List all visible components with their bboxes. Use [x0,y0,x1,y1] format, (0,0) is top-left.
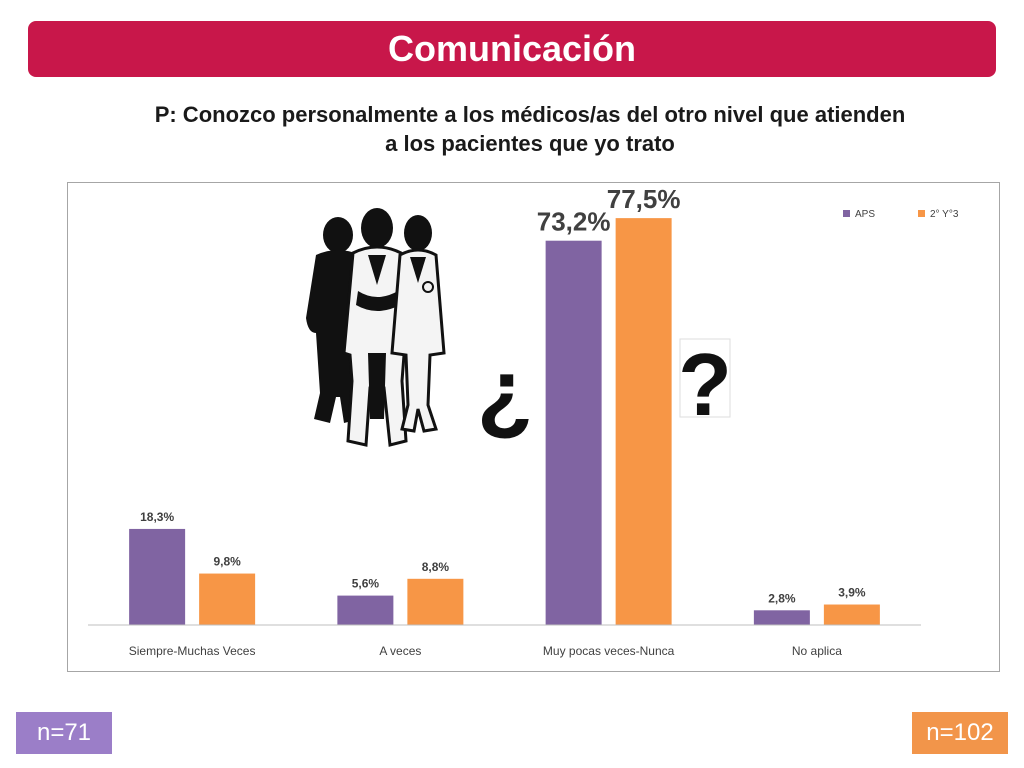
legend-swatch-2y3 [918,210,925,217]
question-line-1: P: Conozco personalmente a los médicos/a… [154,102,906,127]
data-label-aps-1: 5,6% [352,577,380,591]
legend-swatch-aps [843,210,850,217]
data-label-aps-3: 2,8% [768,591,796,605]
bar-chart: ¿ ? 18,3%9,8%5,6%8,8%73,2%77,5%2,8% 3,9% … [88,184,959,658]
x-tick-label-0: Siempre-Muchas Veces [129,644,256,658]
legend-label-2y3: 2° Y°3 [930,209,959,220]
chart-frame: ¿ ? 18,3% 9,8% 5,6% 8,8% 73,2% 77,5% 2,8% 3,9% … [67,182,1000,672]
x-tick-label-2: Muy pocas veces-Nunca [543,644,675,658]
data-label-2y3-1: 8,8% [422,560,450,574]
page-title: Comunicación [387,28,637,69]
sample-size-2y3: n=102 [912,712,1008,754]
data-labels-layer: 18,3% 9,8% 5,6% 8,8% 73,2%77,5% 2,8% 3,9% [140,184,866,605]
data-label-aps-2: 73,2% [537,207,611,237]
legend-label-aps: APS [855,209,875,220]
bar-aps-1 [337,595,394,625]
close-question-mark: ? [678,335,732,434]
sample-size-aps-label: n=71 [36,719,92,746]
x-tick-labels-layer: Siempre-Muchas Veces A veces Muy pocas vec… [129,644,842,658]
doctors-silhouette-illustration [306,208,446,447]
bar-2y3-2 [615,218,672,625]
bar-aps-2 [545,240,602,625]
close-question-mark-bg [679,338,731,418]
bar-2y3-0 [199,573,256,625]
bars-layer [129,218,880,625]
title-banner: Comunicación [28,21,996,77]
data-label-2y3-3: 3,9% [838,586,866,600]
sample-size-2y3-label: n=102 [926,719,994,746]
question-line-2: a los pacientes que yo trato [385,131,675,156]
bar-2y3-3 [823,604,880,625]
open-question-mark: ¿ [477,341,533,443]
bar-aps-0 [129,528,186,625]
bar-2y3-1 [407,578,464,625]
x-tick-label-1: A veces [379,644,421,658]
data-label-2y3-2: 77,5% [607,184,681,214]
data-label-2y3-0: 9,8% [213,555,241,569]
question-text: P: Conozco personalmente a los médicos/a… [60,100,1000,158]
data-label-aps-0: 18,3% [140,510,174,524]
sample-size-aps: n=71 [16,712,112,754]
legend: APS 2° Y°3 [843,209,959,220]
bar-aps-3 [753,610,810,625]
x-tick-label-3: No aplica [792,644,842,658]
